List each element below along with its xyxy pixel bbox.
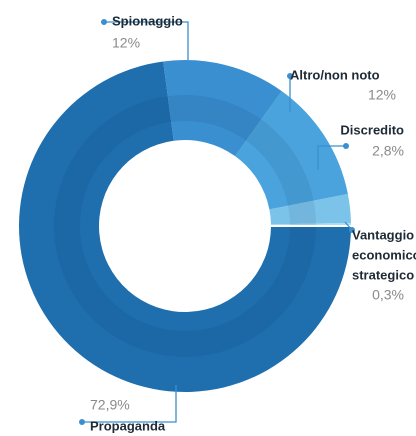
category-label: Altro/non noto [290, 67, 380, 82]
slice [235, 91, 348, 210]
slice [18, 61, 351, 392]
leader-dot [343, 143, 349, 149]
category-label: Vantaggio [352, 227, 414, 242]
slice [163, 59, 282, 157]
category-label: Propaganda [90, 418, 166, 433]
leader-dot [101, 19, 107, 25]
leader-dot [349, 227, 355, 233]
slices [18, 59, 351, 392]
value-label: 72,9% [90, 397, 130, 413]
value-label: 12% [368, 87, 396, 103]
leader [317, 145, 346, 170]
leader [82, 385, 177, 423]
category-label: strategico [352, 267, 414, 282]
value-label: 2,8% [372, 143, 404, 159]
category-label: economico/ [352, 247, 416, 262]
category-label: Spionaggio [112, 13, 183, 28]
leader [104, 21, 189, 60]
value-label: 0,3% [372, 287, 404, 303]
leader-dot [79, 419, 85, 425]
value-label: 12% [112, 35, 140, 51]
category-label: Discredito [340, 122, 404, 137]
slice [269, 193, 351, 225]
leader-dot [287, 73, 293, 79]
